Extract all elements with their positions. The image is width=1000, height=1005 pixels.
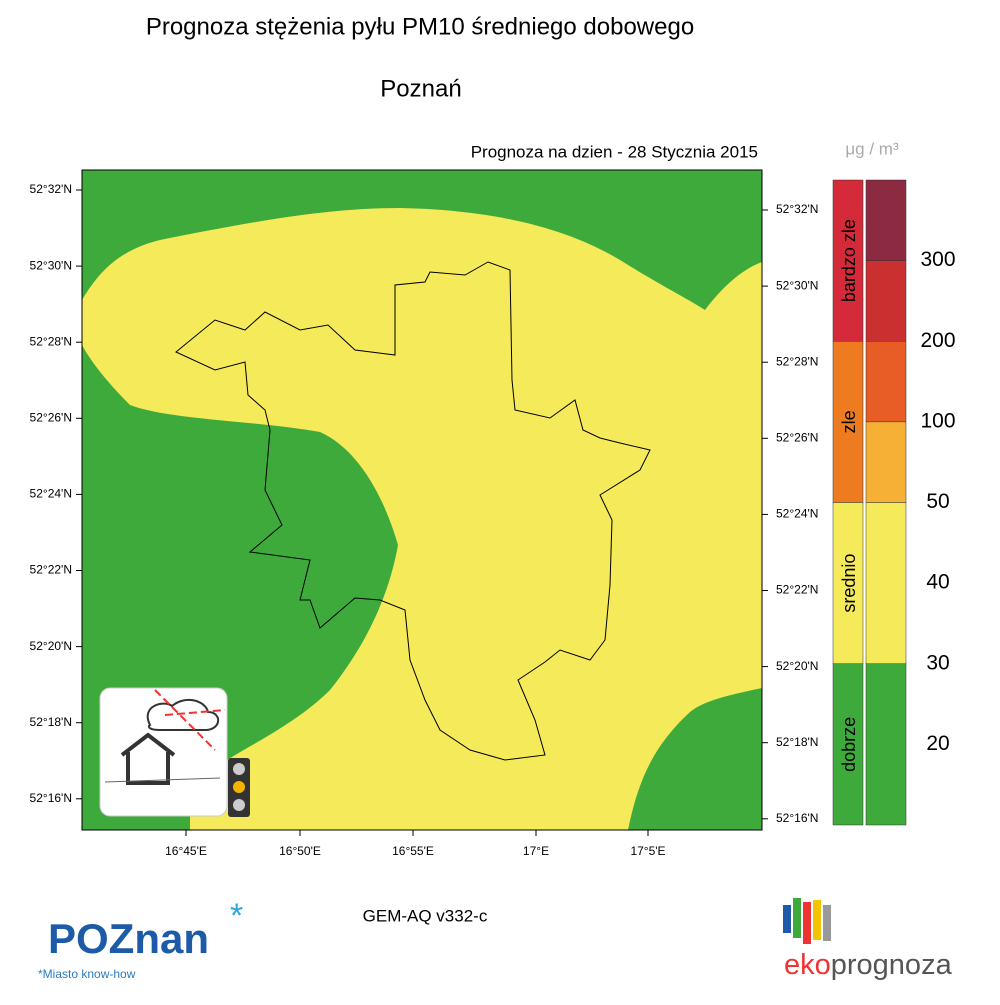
- legend-category: [832, 179, 864, 342]
- logo-tagline: *Miasto know-how: [38, 967, 136, 981]
- map: [81, 169, 763, 831]
- title: Prognoza stężenia pyłu PM10 średniego do…: [146, 13, 694, 40]
- logo-right: ekoprognoza: [784, 949, 953, 981]
- lon-label: 16°50'E: [279, 844, 321, 858]
- legend-category-label: zle: [839, 410, 859, 433]
- eko-bars: [783, 898, 831, 944]
- lat-label-right: 52°22'N: [776, 583, 818, 597]
- lat-label-left: 52°30'N: [30, 258, 72, 272]
- legend-category: [832, 663, 864, 826]
- lat-label-right: 52°26'N: [776, 430, 818, 444]
- legend-level: 40: [926, 571, 949, 594]
- legend-band: [865, 421, 907, 503]
- legend-band: [865, 663, 907, 826]
- legend-category-label: bardzo zle: [839, 219, 859, 302]
- city: Poznań: [380, 75, 461, 102]
- legend-level: 200: [920, 329, 955, 352]
- legend-level: 30: [926, 651, 949, 674]
- legend-band: [865, 260, 907, 342]
- lat-label-left: 52°32'N: [30, 182, 72, 196]
- legend-band: [865, 179, 907, 261]
- lat-label-right: 52°20'N: [776, 659, 818, 673]
- legend-category-label: dobrze: [839, 717, 859, 772]
- date: Prognoza na dzien - 28 Stycznia 2015: [471, 142, 758, 161]
- lat-label-right: 52°24'N: [776, 507, 818, 521]
- legend-category: [832, 341, 864, 503]
- logo-right-b: prognoza: [831, 949, 953, 981]
- legend-level: 300: [920, 248, 955, 271]
- lat-label-right: 52°30'N: [776, 278, 818, 292]
- lat-label-left: 52°22'N: [30, 563, 72, 577]
- legend-level: 100: [920, 409, 955, 432]
- air-logo: [99, 687, 250, 817]
- lat-label-left: 52°28'N: [30, 334, 72, 348]
- logo-star: *: [230, 897, 243, 935]
- lat-label-right: 52°18'N: [776, 735, 818, 749]
- unit: μg / m³: [845, 139, 899, 158]
- lat-label-right: 52°32'N: [776, 202, 818, 216]
- map-frame: [81, 169, 763, 831]
- legend-level: 50: [926, 490, 949, 513]
- model-name: GEM-AQ v332-c: [363, 906, 488, 925]
- lat-label-left: 52°18'N: [30, 715, 72, 729]
- lon-label: 16°55'E: [392, 844, 434, 858]
- lat-label-left: 52°24'N: [30, 487, 72, 501]
- city-boundary: [175, 261, 651, 761]
- legend-band: [865, 341, 907, 423]
- lat-label-left: 52°20'N: [30, 639, 72, 653]
- legend-category-label: srednio: [839, 554, 859, 613]
- lon-label: 17°5'E: [630, 844, 665, 858]
- lon-label: 17°E: [523, 844, 549, 858]
- lat-label-right: 52°28'N: [776, 354, 818, 368]
- lat-label-left: 52°16'N: [30, 791, 72, 805]
- lat-label-left: 52°26'N: [30, 410, 72, 424]
- logo-left: POZnan: [48, 915, 209, 962]
- logo-right-a: eko: [784, 949, 831, 981]
- lat-label-right: 52°16'N: [776, 811, 818, 825]
- lon-label: 16°45'E: [165, 844, 207, 858]
- legend-level: 20: [926, 732, 949, 755]
- legend-category: [832, 502, 864, 664]
- zone-moderate: [82, 208, 762, 830]
- legend-band: [865, 502, 907, 664]
